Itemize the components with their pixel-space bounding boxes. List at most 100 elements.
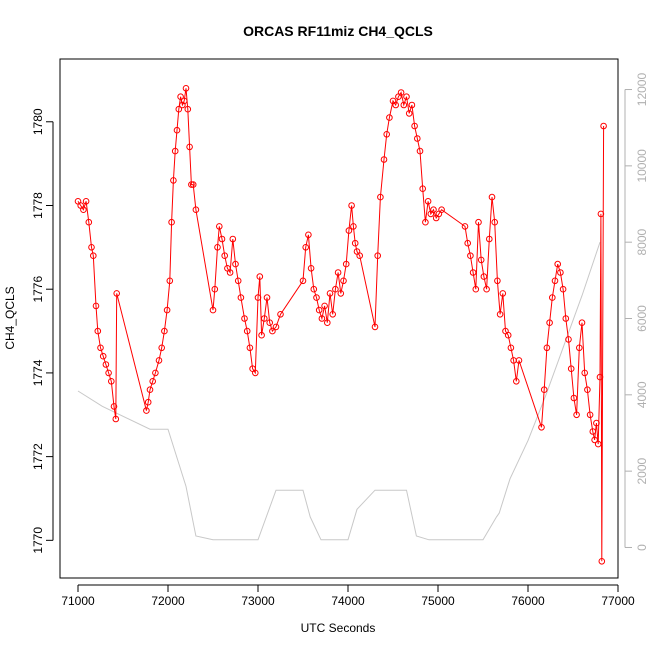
ch4-point bbox=[232, 260, 239, 268]
ch4-point bbox=[329, 311, 337, 318]
y-tick-label: 1774 bbox=[31, 359, 45, 386]
ch4-point bbox=[438, 206, 445, 213]
y-tick-label: 1778 bbox=[31, 192, 45, 219]
ch4-point bbox=[258, 331, 265, 339]
y-tick-label: 1780 bbox=[31, 108, 45, 135]
ch4-point bbox=[543, 344, 551, 352]
ch4-point bbox=[419, 185, 427, 192]
ch4-point bbox=[554, 260, 562, 268]
ch4-point bbox=[507, 344, 515, 352]
x-tick-label: 73000 bbox=[241, 594, 275, 608]
ch4-point bbox=[92, 302, 100, 310]
ch4-point bbox=[85, 218, 93, 226]
y-axis-right: 0 2000 4000 6000 8000 10000 12000 bbox=[624, 73, 649, 551]
ch4-point bbox=[94, 327, 102, 335]
ch4-point bbox=[307, 265, 315, 272]
ch4-point bbox=[261, 315, 268, 322]
ch4-point bbox=[334, 269, 342, 276]
ch4-point bbox=[315, 306, 323, 314]
ch4-point bbox=[589, 428, 597, 435]
ch4-point bbox=[422, 218, 429, 226]
ch4-point bbox=[302, 244, 310, 251]
ch4-point bbox=[254, 294, 262, 301]
ch4-point bbox=[538, 424, 545, 431]
x-axis-label: UTC Seconds bbox=[301, 621, 376, 635]
ch4-point bbox=[313, 294, 320, 301]
ch4-point bbox=[597, 210, 605, 218]
ch4-point bbox=[400, 101, 408, 109]
ch4-point bbox=[234, 277, 242, 285]
ch4-point bbox=[186, 143, 193, 151]
ch4-point bbox=[80, 206, 87, 213]
ch4-point bbox=[578, 319, 586, 327]
ch4-point bbox=[102, 361, 110, 368]
ch4-point bbox=[99, 352, 107, 360]
ch4-point bbox=[403, 93, 410, 100]
ch4-point bbox=[477, 256, 485, 264]
ch4-point bbox=[324, 319, 331, 327]
ch4-point bbox=[266, 319, 274, 327]
ch4-point bbox=[218, 235, 226, 243]
ch4-point bbox=[269, 327, 276, 335]
ch4-point bbox=[411, 122, 418, 130]
x-axis: 71000 72000 73000 74000 75000 76000 77000 bbox=[61, 584, 635, 608]
ch4-point bbox=[179, 101, 186, 109]
altitude-series bbox=[77, 242, 601, 541]
ch4-point bbox=[581, 369, 589, 377]
ch4-point bbox=[256, 273, 264, 280]
ch4-point bbox=[598, 558, 606, 565]
ch4-point bbox=[570, 394, 578, 402]
x-tick-label: 75000 bbox=[421, 594, 455, 608]
ch4-point bbox=[175, 105, 183, 113]
ch4-point bbox=[424, 198, 432, 205]
ch4-point bbox=[383, 131, 391, 138]
ch4-point bbox=[88, 244, 95, 251]
ch4-point bbox=[246, 344, 254, 352]
ch4-point bbox=[392, 101, 400, 109]
ch4-point bbox=[211, 285, 219, 293]
x-tick-label: 71000 bbox=[61, 594, 95, 608]
ch4-point bbox=[467, 252, 474, 259]
ch4-point bbox=[263, 294, 271, 301]
ch4-point bbox=[488, 193, 496, 201]
y-axis-left: 1770 1772 1774 1776 1778 1780 bbox=[31, 108, 54, 554]
ch4-point bbox=[189, 181, 197, 188]
ch4-point bbox=[221, 252, 228, 259]
ch4-point bbox=[252, 369, 259, 377]
ch4-point bbox=[305, 231, 312, 239]
ch4-point bbox=[559, 285, 567, 293]
ch4-point bbox=[377, 193, 384, 201]
ch4-point bbox=[515, 357, 523, 364]
ch4-point bbox=[593, 419, 600, 427]
y2-tick-label: 4000 bbox=[635, 381, 649, 408]
y2-tick-label: 10000 bbox=[635, 149, 649, 183]
ch4-point bbox=[229, 235, 237, 243]
ch4-point bbox=[112, 415, 120, 423]
ch4-point bbox=[513, 378, 520, 385]
ch4-point bbox=[351, 239, 359, 247]
ch4-point bbox=[386, 114, 393, 121]
ch4-point bbox=[549, 294, 556, 301]
chart-title: ORCAS RF11miz CH4_QCLS bbox=[243, 23, 433, 39]
ch4-point bbox=[152, 369, 159, 377]
ch4-point bbox=[90, 252, 97, 259]
ch4-point bbox=[318, 315, 326, 322]
ch4-point bbox=[226, 269, 234, 276]
ch4-point bbox=[97, 344, 104, 352]
ch4-point bbox=[170, 177, 177, 184]
y2-tick-label: 2000 bbox=[635, 457, 649, 484]
ch4-point bbox=[496, 311, 504, 318]
ch4-point bbox=[192, 206, 200, 213]
ch4-point bbox=[499, 290, 507, 297]
y2-tick-label: 12000 bbox=[635, 73, 649, 107]
ch4-point bbox=[237, 294, 245, 301]
ch4-point bbox=[586, 411, 594, 419]
ch4-point bbox=[146, 386, 154, 394]
y2-tick-label: 6000 bbox=[635, 305, 649, 332]
ch4-point bbox=[241, 315, 248, 322]
ch4-point bbox=[168, 218, 175, 226]
x-tick-label: 74000 bbox=[331, 594, 365, 608]
ch4-point bbox=[464, 239, 472, 247]
ch4-point bbox=[155, 357, 163, 364]
ch4-point bbox=[214, 244, 221, 251]
